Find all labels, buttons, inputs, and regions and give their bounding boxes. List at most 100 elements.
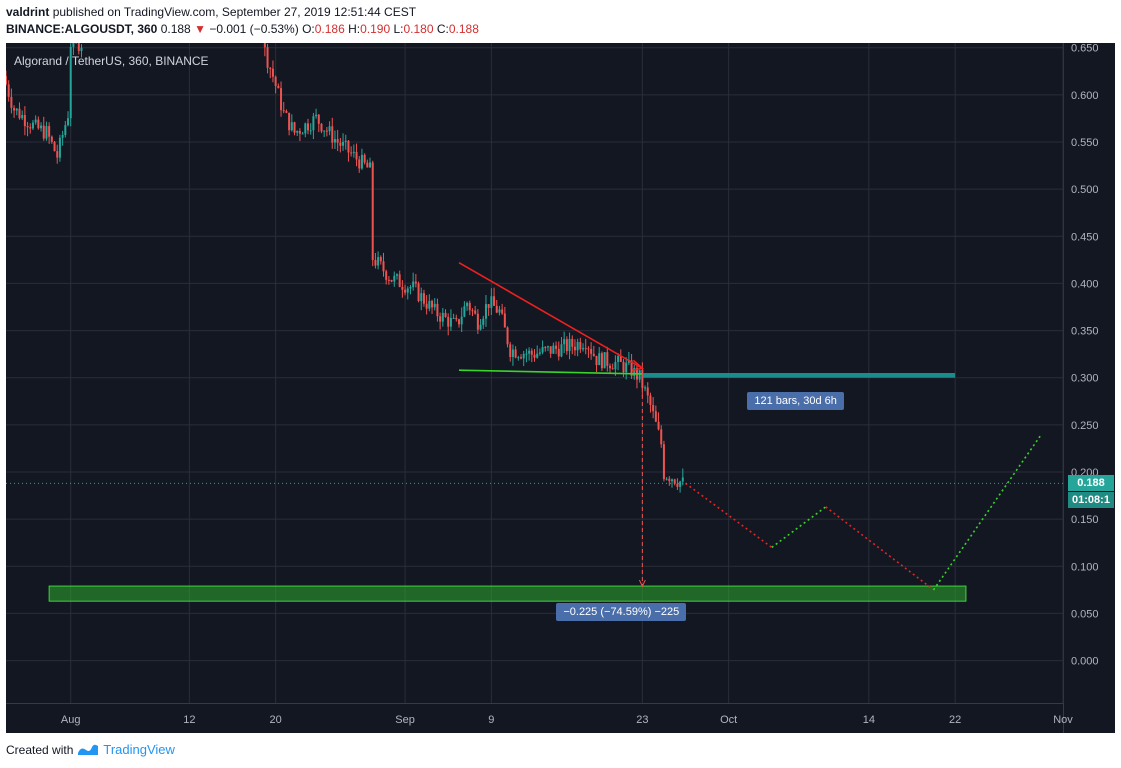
ticker-line: BINANCE:ALGOUSDT, 360 0.188 ▼ −0.001 (−0…	[6, 21, 479, 37]
y-tick-label: 0.100	[1071, 561, 1099, 573]
candle-body	[673, 479, 676, 484]
candle-body	[622, 361, 625, 373]
candle-body	[611, 368, 614, 370]
candle-body	[333, 139, 336, 143]
created-with: Created with	[6, 742, 74, 757]
candle-body	[64, 125, 67, 136]
candle-body	[398, 274, 401, 287]
time-axis-background	[6, 703, 1063, 733]
candle-body	[328, 126, 331, 132]
candle-body	[34, 119, 37, 123]
trendline-arrowhead	[632, 359, 645, 372]
candle-body	[277, 85, 280, 89]
candle-body	[31, 122, 34, 129]
candle-body	[482, 318, 485, 325]
y-tick-label: 0.150	[1071, 514, 1099, 526]
candle-body	[609, 365, 611, 369]
tradingview-logo-icon[interactable]	[77, 743, 99, 757]
candle-body	[379, 257, 382, 262]
candle-body	[263, 43, 266, 48]
candle-body	[584, 348, 587, 350]
last-price-tag: 0.188	[1068, 475, 1114, 492]
candle-body	[514, 349, 517, 358]
measure-label: −0.225 (−74.59%) −225	[556, 603, 687, 622]
y-tick-label: 0.350	[1071, 326, 1099, 338]
candle-body	[484, 304, 487, 319]
candle-body	[347, 140, 350, 153]
candle-body	[439, 316, 442, 322]
candle-body	[582, 348, 585, 350]
last-price: 0.188	[160, 22, 191, 36]
y-tick-label: 0.400	[1071, 278, 1099, 290]
chart-area[interactable]: 0.650 0.600 0.550 0.500 0.450 0.400 0.350 0.300…	[6, 43, 1115, 733]
price-axis-background	[1063, 43, 1115, 733]
tradingview-brand[interactable]: TradingView	[103, 742, 175, 757]
candle-body	[468, 302, 471, 311]
candle-body	[366, 162, 369, 168]
candle-body	[409, 287, 412, 289]
candle-body	[7, 84, 10, 97]
x-tick-label: 20	[270, 714, 282, 726]
target-box	[642, 373, 956, 378]
candle-body	[458, 319, 460, 325]
down-arrow-icon: ▼	[194, 22, 206, 36]
candle-body	[503, 313, 506, 328]
open-label: O:	[302, 22, 315, 36]
candle-body	[557, 348, 560, 357]
candle-body	[590, 348, 593, 354]
candle-body	[571, 339, 574, 347]
candle-body	[646, 387, 649, 396]
candle-body	[13, 107, 16, 111]
high-label: H:	[348, 22, 361, 36]
candle-body	[436, 303, 439, 317]
x-tick-label: Oct	[720, 714, 737, 726]
candle-body	[48, 126, 51, 137]
author-name[interactable]: valdrint	[6, 5, 50, 19]
y-tick-label: 0.500	[1071, 184, 1099, 196]
candle-body	[53, 141, 56, 152]
candle-body	[600, 353, 603, 369]
countdown-tag: 01:08:1	[1068, 492, 1114, 509]
candle-body	[506, 327, 509, 345]
descending-trendline	[458, 261, 643, 369]
candle-body	[525, 353, 528, 355]
candle-body	[479, 324, 482, 330]
candle-body	[487, 304, 490, 308]
candle-body	[50, 136, 53, 142]
candle-body	[387, 279, 390, 281]
candle-body	[428, 300, 431, 309]
candle-body	[652, 404, 655, 412]
candle-body	[490, 296, 493, 308]
candle-body	[406, 288, 409, 293]
candle-body	[323, 130, 326, 132]
candle-body	[455, 317, 458, 320]
low-label: L:	[393, 22, 404, 36]
candle-body	[476, 313, 479, 330]
candle-body	[420, 293, 423, 302]
candle-body	[460, 316, 463, 325]
candle-body	[307, 123, 309, 131]
low-value: 0.180	[403, 22, 434, 36]
candle-body	[444, 312, 447, 317]
y-tick-label: 0.550	[1071, 137, 1099, 149]
candle-body	[552, 345, 555, 354]
candle-body	[69, 46, 72, 119]
publish-info: published on TradingView.com, September …	[52, 5, 417, 19]
candle-body	[676, 483, 679, 487]
candle-body	[23, 115, 26, 127]
candle-body	[352, 151, 355, 153]
y-tick-label: 0.050	[1071, 608, 1099, 620]
candle-body	[15, 108, 18, 111]
candle-body	[522, 353, 525, 359]
candle-body	[417, 283, 420, 302]
candle-body	[563, 339, 566, 345]
price-chart[interactable]: 0.650 0.600 0.550 0.500 0.450 0.400 0.350 0.300…	[6, 43, 1115, 733]
candle-body	[546, 346, 549, 348]
candle-body	[412, 281, 415, 288]
candle-body	[493, 296, 496, 306]
candle-body	[355, 151, 358, 160]
publish-header: valdrint published on TradingView.com, S…	[6, 4, 416, 20]
candle-body	[404, 289, 407, 293]
candle-body	[431, 300, 434, 308]
candle-body	[509, 344, 512, 357]
